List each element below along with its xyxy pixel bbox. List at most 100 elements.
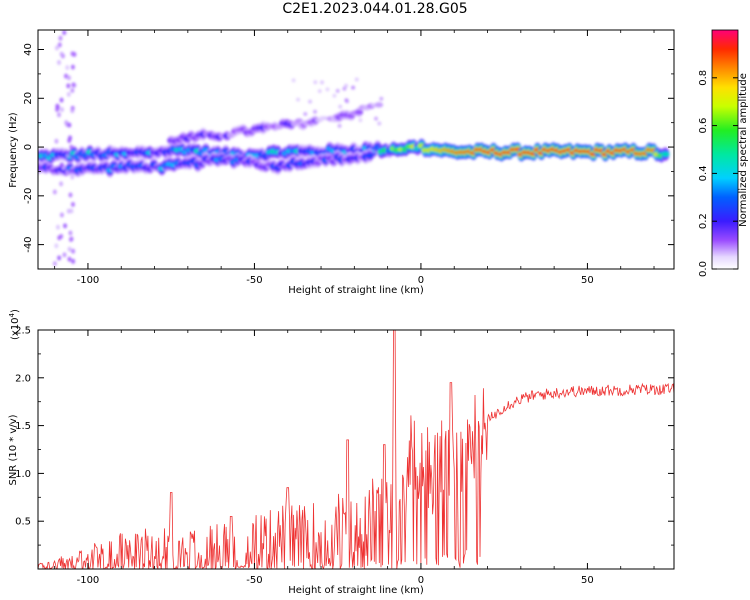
- spectrogram-cell: [66, 208, 71, 214]
- colorbar-tick-label: 0.6: [698, 118, 709, 134]
- spectrogram-cell: [297, 124, 302, 129]
- spectrogram-cell: [66, 75, 71, 81]
- spectrogram-cell: [332, 93, 337, 98]
- spectrogram-cell: [70, 108, 75, 114]
- spectrogram-cell: [65, 65, 70, 71]
- spectrogram-cell: [661, 152, 670, 157]
- spectrogram-cell: [379, 96, 384, 101]
- x-tick-label: 50: [581, 575, 594, 586]
- spectrogram-cell: [308, 99, 313, 104]
- y-tick-label: 2.5: [15, 326, 31, 337]
- spectrogram-cell: [291, 78, 296, 83]
- x-tick-label: -50: [246, 275, 262, 286]
- spectrogram-cell: [57, 255, 62, 261]
- y-tick-label: -40: [23, 236, 34, 252]
- spectrogram-cell: [365, 153, 374, 158]
- spectrogram-cell: [70, 64, 75, 70]
- spectrogram-cell: [374, 102, 384, 107]
- spectrogram-heatmap: [38, 30, 670, 267]
- spectrogram-cell: [59, 107, 64, 113]
- spectrogram-cell: [374, 116, 379, 121]
- spectrogram-cell: [67, 246, 72, 252]
- colorbar-tick-label: 0.2: [698, 213, 709, 229]
- snr-series-line: [38, 330, 674, 569]
- spectrogram-cell: [344, 98, 349, 103]
- spectrogram-cell: [377, 121, 382, 126]
- colorbar-label: Normalized spectral amplitude: [738, 73, 749, 227]
- y-tick-label: 1.0: [15, 469, 31, 480]
- spectrogram-cell: [65, 153, 70, 159]
- spectrogram-cell: [58, 35, 63, 41]
- spectrogram-cell: [65, 169, 70, 175]
- spectrogram-cell: [55, 224, 60, 230]
- spectrogram-cell: [71, 258, 76, 264]
- spectrogram-frame: [37, 29, 675, 270]
- snr-scale-label: (x104): [8, 309, 21, 340]
- spectrogram-cell: [335, 88, 340, 93]
- spectrogram-cell: [54, 243, 59, 249]
- spectrogram-cell: [303, 111, 308, 116]
- spectrogram-cell: [70, 201, 75, 207]
- x-tick-label: 50: [581, 275, 594, 286]
- colorbar-tick-label: 0.8: [698, 70, 709, 86]
- spectrogram-cell: [63, 223, 68, 229]
- snr-y-axis: 0.5 1.0 1.5 2.0 2.5: [15, 326, 674, 546]
- spectrogram-cell: [59, 162, 64, 168]
- spectrogram-cell: [313, 80, 318, 85]
- spectrogram-cell: [67, 138, 72, 144]
- spectrogram-cell: [59, 97, 64, 103]
- spectrogram-cell: [59, 51, 64, 57]
- snr-panel: -100 -50 0 50 0.5 1.0 1.5 2.0 2.5 Height of str…: [8, 309, 675, 596]
- spectrogram-cell: [344, 83, 349, 88]
- spectrogram-cell: [62, 30, 67, 36]
- snr-x-label: Height of straight line (km): [288, 585, 424, 596]
- spectrogram-cell: [71, 248, 76, 254]
- spectrogram-x-label: Height of straight line (km): [288, 285, 424, 296]
- spectrogram-cell: [325, 87, 330, 92]
- snr-x-axis: -100 -50 0 50: [54, 330, 655, 586]
- spectrogram-cell: [57, 235, 62, 241]
- spectrogram-cell: [59, 212, 64, 218]
- spectrogram-cell: [57, 60, 62, 66]
- spectrogram-y-axis: 40 20 0 -20 -40: [23, 43, 674, 270]
- spectrogram-cell: [69, 144, 74, 150]
- x-tick-label: -100: [77, 575, 100, 586]
- y-tick-label: 0: [23, 144, 34, 150]
- colorbar-swatch: [711, 29, 739, 270]
- spectrogram-cell: [66, 83, 71, 89]
- spectrogram-cell: [64, 120, 69, 126]
- spectrogram-cell: [332, 114, 337, 119]
- spectrogram-cell: [351, 85, 356, 90]
- spectrogram-cell: [57, 42, 62, 48]
- spectrogram-cell: [54, 138, 59, 144]
- y-tick-label: 2.0: [15, 373, 31, 384]
- spectrogram-cell: [358, 118, 363, 123]
- spectrogram-cell: [313, 109, 318, 114]
- spectrogram-cell: [62, 252, 67, 258]
- colorbar-tick-label: 0.0: [698, 261, 709, 277]
- spectrogram-cell: [52, 189, 57, 195]
- spectrogram-cell: [320, 80, 325, 85]
- spectrogram-y-label: Frequency (Hz): [8, 112, 19, 188]
- spectrogram-cell: [68, 230, 73, 236]
- spectrogram-cell: [68, 192, 73, 198]
- spectrogram-x-axis: -100 -50 0 50: [54, 30, 655, 286]
- spectrogram-cell: [56, 112, 61, 118]
- x-tick-label: 0: [418, 275, 424, 286]
- spectrogram-cell: [67, 256, 72, 262]
- snr-y-label: SNR (10 * v/v): [8, 414, 19, 485]
- y-tick-label: 1.5: [15, 421, 31, 432]
- spectrogram-cell: [354, 110, 364, 115]
- x-tick-label: 0: [418, 575, 424, 586]
- spectrogram-cell: [317, 89, 322, 94]
- spectrogram-cell: [71, 82, 76, 88]
- spectrogram-cell: [70, 174, 75, 180]
- spectrogram-cell: [70, 87, 75, 93]
- spectrogram-panel: -100 -50 0 50 40 20 0 -20 -40 Height of straigh…: [8, 29, 675, 296]
- spectrogram-cell: [52, 261, 57, 267]
- spectrogram-cell: [296, 97, 301, 102]
- spectrogram-cell: [354, 77, 359, 82]
- spectrogram-cell: [69, 236, 74, 242]
- spectrogram-cell: [338, 104, 343, 109]
